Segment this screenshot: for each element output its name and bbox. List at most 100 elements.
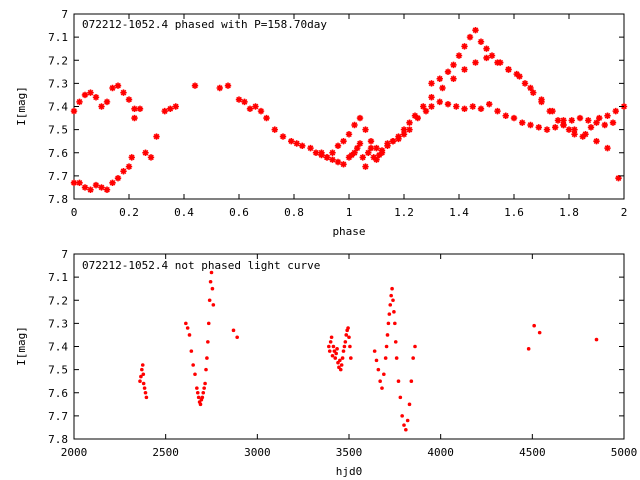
- data-point: [604, 144, 611, 152]
- y-tick-label: 7.6: [48, 387, 68, 400]
- data-point: [585, 117, 592, 124]
- data-point: [195, 386, 199, 390]
- y-tick-label: 7: [61, 248, 68, 261]
- x-axis-bottom: 2000 2500 3000 3500 4000 4500 5000: [61, 254, 637, 459]
- data-point: [413, 344, 417, 349]
- data-point: [139, 374, 143, 379]
- data-point: [341, 349, 346, 353]
- chart-title-bottom: 072212-1052.4 not phased light curve: [82, 259, 320, 272]
- data-point: [348, 344, 352, 349]
- data-point: [356, 114, 364, 122]
- data-point: [483, 45, 490, 52]
- data-point: [532, 323, 536, 328]
- data-point: [318, 149, 325, 156]
- data-point: [400, 131, 408, 138]
- data-point: [209, 270, 214, 275]
- data-point: [128, 154, 135, 161]
- data-point: [70, 179, 78, 187]
- data-point: [92, 181, 100, 189]
- data-point: [400, 414, 404, 418]
- data-point: [378, 379, 382, 383]
- x-tick-label: 1: [346, 206, 353, 219]
- chart-title-top: 072212-1052.4 phased with P=158.70day: [82, 18, 327, 31]
- data-point: [354, 144, 361, 152]
- data-point: [216, 84, 223, 92]
- data-point: [76, 179, 83, 187]
- data-point: [172, 103, 179, 110]
- data-point: [494, 107, 501, 115]
- data-point: [131, 105, 138, 113]
- data-point: [450, 61, 457, 69]
- data-point: [516, 73, 523, 80]
- data-point: [235, 335, 239, 340]
- data-point: [444, 100, 452, 108]
- y-tick-label: 7.7: [48, 170, 68, 183]
- data-point: [383, 356, 388, 360]
- data-point: [349, 356, 353, 360]
- data-point: [307, 144, 314, 152]
- data-point: [604, 112, 611, 119]
- data-point: [466, 33, 474, 41]
- data-point: [204, 367, 208, 372]
- data-point: [505, 66, 512, 73]
- data-point: [521, 80, 529, 87]
- data-point: [70, 107, 78, 115]
- data-point: [373, 156, 380, 163]
- data-point: [593, 137, 600, 145]
- data-point: [351, 121, 358, 129]
- data-point: [141, 381, 146, 386]
- data-point: [554, 117, 562, 124]
- data-point: [378, 147, 386, 154]
- data-point: [339, 363, 344, 367]
- data-point: [593, 119, 600, 126]
- data-point: [385, 333, 390, 337]
- data-point: [502, 112, 509, 119]
- data-point: [279, 133, 287, 140]
- data-point: [560, 121, 567, 129]
- data-point: [198, 402, 203, 407]
- data-point: [411, 112, 419, 119]
- data-point: [386, 321, 391, 326]
- y-axis-label-top: I[mag]: [15, 86, 28, 126]
- y-tick-label: 7.8: [48, 193, 68, 206]
- data-point: [187, 333, 192, 337]
- data-point: [125, 163, 133, 170]
- data-point: [263, 114, 270, 122]
- data-point: [469, 103, 476, 110]
- data-point: [560, 117, 567, 124]
- data-point: [185, 326, 190, 330]
- data-point: [184, 321, 188, 326]
- data-point: [535, 124, 542, 131]
- data-point: [338, 358, 342, 363]
- data-point: [538, 96, 545, 103]
- data-point: [406, 126, 413, 133]
- data-point: [409, 379, 414, 383]
- data-point: [147, 154, 155, 161]
- data-point: [131, 114, 138, 122]
- data-point: [537, 330, 542, 335]
- data-point: [329, 149, 336, 156]
- data-point: [191, 363, 195, 367]
- x-axis-top: 0 0.2 0.4 0.6 0.8 1 1.2 1.4 1.6 1.8 2: [71, 14, 627, 219]
- data-point: [526, 347, 531, 351]
- data-point: [327, 349, 332, 353]
- y-tick-label: 7.2: [48, 294, 68, 307]
- data-point: [143, 390, 148, 395]
- data-point: [609, 119, 617, 126]
- data-point: [472, 59, 479, 66]
- data-point: [400, 126, 408, 133]
- data-point: [444, 68, 452, 76]
- data-point: [87, 186, 94, 193]
- x-tick-label: 0.2: [119, 206, 139, 219]
- data-point: [327, 344, 331, 349]
- data-point: [439, 84, 446, 92]
- data-point: [380, 386, 384, 390]
- data-point: [483, 54, 490, 62]
- data-point: [153, 133, 160, 140]
- data-point: [389, 137, 397, 145]
- data-point: [195, 390, 200, 395]
- data-point: [136, 105, 144, 113]
- data-point: [333, 356, 338, 360]
- data-point: [235, 96, 243, 103]
- data-point: [346, 326, 350, 330]
